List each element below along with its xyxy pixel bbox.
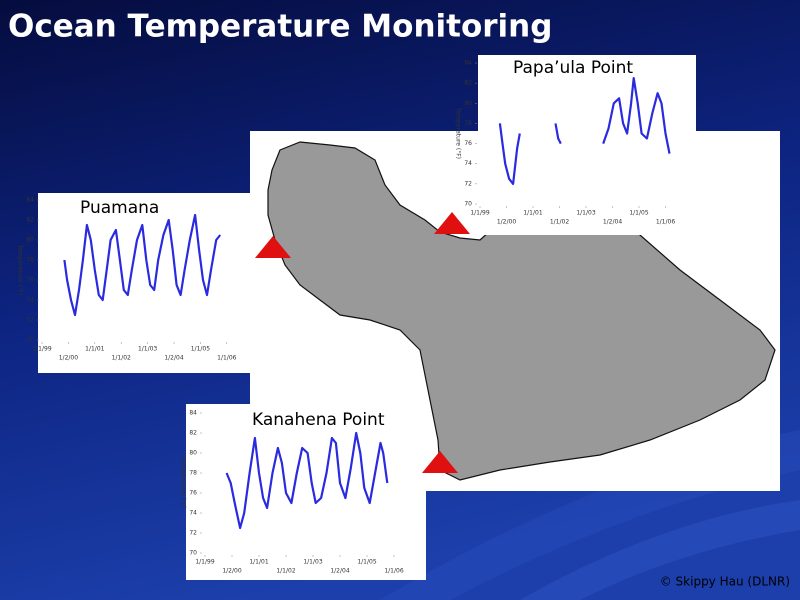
x-tick-label: 1/1/02: [550, 219, 569, 226]
x-tick-label: 1/1/05: [357, 559, 376, 566]
chart-box: [186, 404, 426, 580]
x-tick-label: 1/1/99: [32, 346, 51, 353]
y-tick-label: 74: [189, 510, 197, 517]
y-tick-label: 80: [464, 100, 472, 107]
x-tick-label: 1/1/05: [191, 346, 210, 353]
y-tick-label: 80: [189, 450, 197, 457]
y-tick-label: 84: [26, 197, 34, 204]
y-tick-label: 72: [189, 530, 197, 537]
x-tick-label: 1/1/03: [303, 559, 322, 566]
maui-map: [267, 141, 776, 481]
slide-title: Ocean Temperature Monitoring: [8, 9, 552, 45]
charts: Puamana Temperature (°F) 70 72 74 76 78 80 82 84 1…: [17, 55, 696, 580]
y-tick-label: 72: [26, 317, 34, 324]
x-tick-label: 1/1/03: [576, 210, 595, 217]
y-tick-label: 76: [26, 277, 34, 284]
y-tick-label: 84: [464, 60, 472, 67]
temperature-chart: Puamana Temperature (°F) 70 72 74 76 78 80 82 84 1…: [17, 193, 256, 373]
y-tick-label: 74: [464, 160, 472, 167]
x-tick-label: 1/1/01: [85, 346, 104, 353]
temperature-chart: Kanahena Point Temperature (°F) 70 72 74 76 78…: [180, 404, 426, 580]
y-tick-label: 70: [26, 337, 34, 344]
y-tick-label: 80: [26, 237, 34, 244]
x-tick-label: 1/1/06: [384, 568, 403, 575]
temperature-chart: Papa’ula Point Temperature (°F) 70 72 74 76 78…: [455, 55, 696, 235]
chart-title: Papa’ula Point: [513, 58, 633, 78]
y-tick-label: 74: [26, 297, 34, 304]
x-tick-label: 1/1/01: [249, 559, 268, 566]
y-axis-label: Temperature (°F): [180, 456, 187, 508]
y-tick-label: 82: [464, 80, 472, 87]
x-tick-label: 1/1/06: [656, 219, 675, 226]
x-tick-label: 1/1/99: [195, 559, 214, 566]
temperature-line: [498, 77, 671, 185]
chart-title: Kanahena Point: [252, 410, 385, 430]
x-tick-label: 1/1/02: [112, 355, 131, 362]
y-tick-label: 78: [464, 120, 472, 127]
site-marker: [434, 212, 470, 234]
chart-box: [38, 193, 256, 373]
temperature-line: [63, 213, 222, 317]
site-marker: [422, 451, 458, 473]
y-tick-label: 72: [464, 180, 472, 187]
y-tick-label: 70: [464, 201, 472, 208]
site-marker: [255, 236, 291, 258]
x-tick-label: 1/2/00: [497, 219, 516, 226]
background-swoosh: [520, 500, 800, 600]
y-tick-label: 78: [189, 470, 197, 477]
x-tick-label: 1/2/04: [330, 568, 349, 575]
x-tick-label: 1/1/02: [276, 568, 295, 575]
x-tick-label: 1/2/04: [603, 219, 622, 226]
x-tick-label: 1/1/05: [629, 210, 648, 217]
y-tick-label: 70: [189, 550, 197, 557]
y-tick-label: 76: [189, 490, 197, 497]
y-tick-label: 84: [189, 410, 197, 417]
x-tick-label: 1/1/06: [217, 355, 236, 362]
y-tick-label: 82: [189, 430, 197, 437]
y-tick-label: 76: [464, 140, 472, 147]
y-tick-label: 82: [26, 217, 34, 224]
x-tick-label: 1/2/00: [222, 568, 241, 575]
credit: © Skippy Hau (DLNR): [660, 575, 790, 589]
chart-title: Puamana: [80, 198, 159, 218]
y-tick-label: 78: [26, 257, 34, 264]
x-tick-label: 1/2/00: [59, 355, 78, 362]
x-tick-label: 1/1/99: [470, 210, 489, 217]
y-axis-label: Temperature (°F): [17, 243, 24, 295]
y-axis-label: Temperature (°F): [455, 107, 462, 159]
x-tick-label: 1/2/04: [164, 355, 183, 362]
x-tick-label: 1/1/03: [138, 346, 157, 353]
chart-box: [478, 55, 696, 235]
x-tick-label: 1/1/01: [523, 210, 542, 217]
temperature-line: [225, 431, 389, 530]
